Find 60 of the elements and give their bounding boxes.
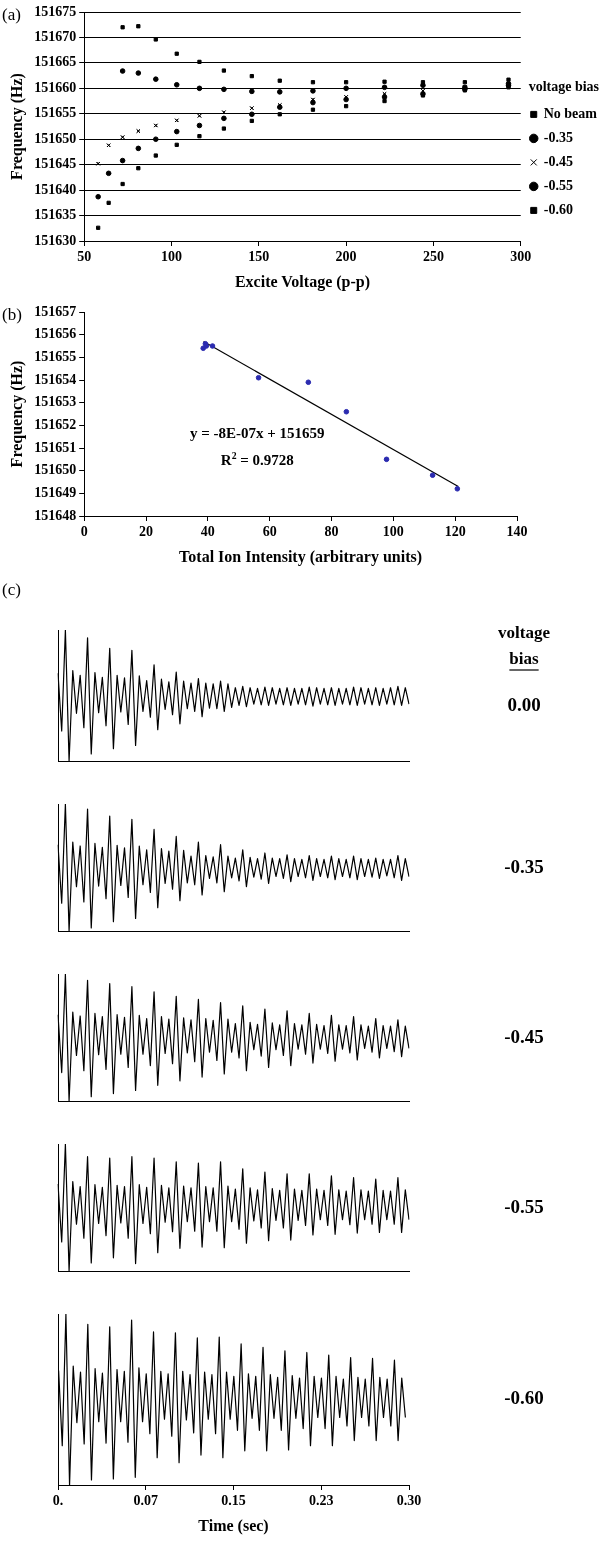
legend-label: -0.60 bbox=[543, 202, 573, 218]
x-tick-label: 20 bbox=[139, 524, 154, 540]
x-tick-label: 50 bbox=[77, 249, 92, 265]
y-tick-label: 151652 bbox=[34, 416, 77, 432]
x-tick-label: 80 bbox=[324, 524, 339, 540]
annotation: y = -8E-07x + 151659 bbox=[190, 425, 325, 442]
x-tick-label: 0. bbox=[52, 1493, 64, 1509]
y-tick-label: 151653 bbox=[34, 394, 77, 410]
x-tick-label: 0.30 bbox=[396, 1493, 422, 1509]
x-axis-title: Total Ion Intensity (arbitrary units) bbox=[179, 547, 423, 566]
y-tick-label: 151654 bbox=[34, 371, 77, 387]
y-axis-title: Frequency (Hz) bbox=[7, 360, 26, 468]
y-tick-label: 151651 bbox=[34, 439, 77, 455]
legend-title: voltage bias bbox=[528, 79, 600, 95]
y-tick-label: 151640 bbox=[34, 181, 77, 197]
y-tick-label: 151645 bbox=[34, 156, 77, 172]
x-tick-label: 300 bbox=[510, 249, 532, 265]
x-tick-label: 0.07 bbox=[133, 1493, 158, 1509]
text: 0.00 bbox=[507, 693, 541, 715]
y-tick-label: 151675 bbox=[34, 3, 77, 19]
y-tick-label: 151670 bbox=[34, 29, 77, 45]
x-tick-label: 150 bbox=[248, 249, 270, 265]
x-tick-label: 200 bbox=[335, 249, 357, 265]
x-axis-title: Time (sec) bbox=[198, 1516, 269, 1535]
legend-label: -0.55 bbox=[543, 178, 573, 194]
x-tick-label: 0 bbox=[80, 524, 88, 540]
x-tick-label: 40 bbox=[200, 524, 215, 540]
y-tick-label: 151660 bbox=[34, 79, 77, 95]
x-tick-label: 100 bbox=[161, 249, 183, 265]
y-axis-title: Frequency (Hz) bbox=[7, 73, 26, 180]
text: (b) bbox=[2, 305, 22, 325]
x-tick-label: 250 bbox=[422, 249, 444, 265]
legend-title: voltage bias bbox=[498, 623, 551, 669]
text: -0.60 bbox=[504, 1387, 544, 1409]
text: -0.35 bbox=[504, 855, 544, 877]
x-tick-label: 120 bbox=[444, 524, 466, 540]
y-tick-label: 151650 bbox=[34, 462, 77, 478]
text: -0.45 bbox=[504, 1025, 544, 1047]
text: (a) bbox=[2, 5, 21, 25]
y-tick-label: 151656 bbox=[34, 326, 77, 342]
y-tick-label: 151655 bbox=[34, 348, 77, 364]
text: (c) bbox=[2, 580, 21, 600]
x-tick-label: 100 bbox=[382, 524, 404, 540]
x-axis-title: Excite Voltage (p-p) bbox=[234, 272, 371, 291]
y-tick-label: 151655 bbox=[34, 105, 77, 121]
legend-label: -0.45 bbox=[543, 154, 573, 170]
x-tick-label: 0.15 bbox=[221, 1493, 246, 1509]
y-tick-label: 151630 bbox=[34, 232, 77, 248]
y-tick-label: 151657 bbox=[34, 303, 77, 319]
y-tick-label: 151635 bbox=[34, 207, 77, 223]
y-tick-label: 151650 bbox=[34, 130, 77, 146]
y-tick-label: 151649 bbox=[34, 484, 77, 500]
text: -0.55 bbox=[504, 1195, 544, 1217]
x-tick-label: 0.23 bbox=[309, 1493, 334, 1509]
x-tick-label: 60 bbox=[262, 524, 277, 540]
x-tick-label: 140 bbox=[506, 524, 528, 540]
legend-label: -0.35 bbox=[543, 130, 573, 146]
legend-label: No beam bbox=[543, 106, 598, 122]
y-tick-label: 151648 bbox=[34, 507, 77, 523]
y-tick-label: 151665 bbox=[34, 54, 77, 70]
